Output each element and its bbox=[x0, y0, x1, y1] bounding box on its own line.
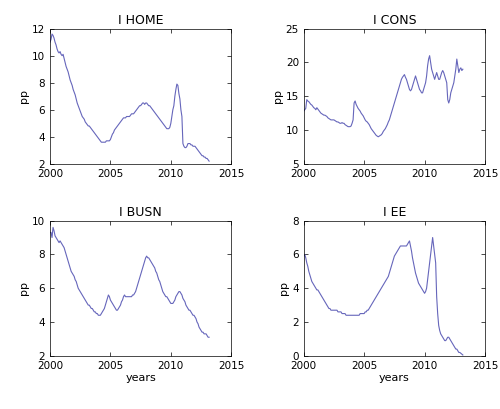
Title: I CONS: I CONS bbox=[372, 14, 416, 27]
Title: I EE: I EE bbox=[382, 207, 406, 220]
Title: I BUSN: I BUSN bbox=[120, 207, 162, 220]
Y-axis label: pp: pp bbox=[273, 89, 283, 103]
Y-axis label: pp: pp bbox=[19, 281, 29, 295]
X-axis label: years: years bbox=[125, 373, 156, 384]
Y-axis label: pp: pp bbox=[19, 89, 29, 103]
Title: I HOME: I HOME bbox=[118, 14, 164, 27]
Y-axis label: pp: pp bbox=[280, 281, 289, 295]
X-axis label: years: years bbox=[379, 373, 410, 384]
